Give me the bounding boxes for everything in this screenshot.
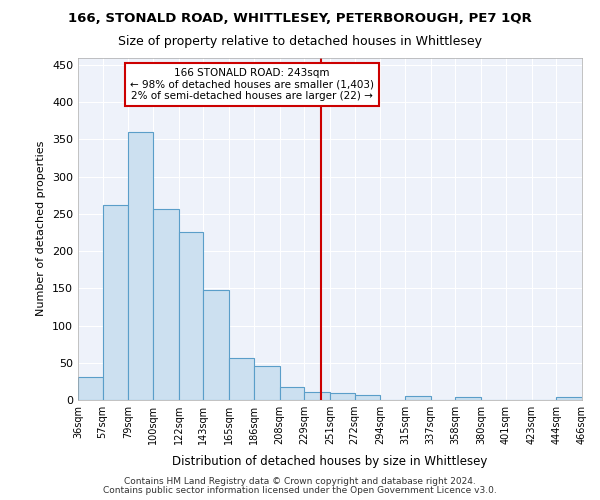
Bar (254, 366, 280, 400)
Bar (304, 392, 330, 400)
Bar (330, 392, 355, 400)
Bar (179, 232, 203, 400)
Bar (103, 205, 128, 400)
Bar (355, 395, 380, 400)
X-axis label: Distribution of detached houses by size in Whittlesey: Distribution of detached houses by size … (172, 456, 488, 468)
Y-axis label: Number of detached properties: Number of detached properties (37, 141, 46, 316)
Bar (78, 377, 103, 400)
Text: Contains public sector information licensed under the Open Government Licence v3: Contains public sector information licen… (103, 486, 497, 495)
Bar (153, 208, 179, 400)
Bar (229, 358, 254, 400)
Text: 166 STONALD ROAD: 243sqm
← 98% of detached houses are smaller (1,403)
2% of semi: 166 STONALD ROAD: 243sqm ← 98% of detach… (130, 68, 374, 101)
Bar (280, 386, 304, 400)
Bar (455, 397, 481, 400)
Text: Size of property relative to detached houses in Whittlesey: Size of property relative to detached ho… (118, 35, 482, 48)
Bar (556, 397, 582, 400)
Bar (203, 290, 229, 400)
Bar (405, 396, 431, 400)
Text: Contains HM Land Registry data © Crown copyright and database right 2024.: Contains HM Land Registry data © Crown c… (124, 477, 476, 486)
Bar (128, 132, 153, 400)
Text: 166, STONALD ROAD, WHITTLESEY, PETERBOROUGH, PE7 1QR: 166, STONALD ROAD, WHITTLESEY, PETERBORO… (68, 12, 532, 26)
